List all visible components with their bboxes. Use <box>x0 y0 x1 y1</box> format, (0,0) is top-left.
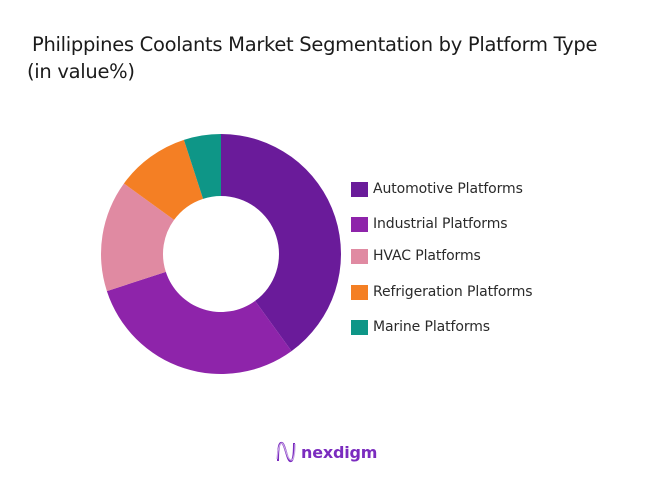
legend-label: HVAC Platforms <box>373 248 481 264</box>
donut-slice-refrigeration-platforms <box>123 139 204 220</box>
donut-slice-automotive-platforms <box>221 134 342 352</box>
legend-item-marine: Marine Platforms <box>351 319 490 335</box>
legend-item-automotive: Automotive Platforms <box>351 181 523 197</box>
chart-title-line-1: Philippines Coolants Market Segmentation… <box>32 33 598 56</box>
legend-item-hvac: HVAC Platforms <box>351 248 481 264</box>
donut-slice-marine-platforms <box>183 134 221 199</box>
legend-swatch <box>351 181 368 197</box>
legend-label: Automotive Platforms <box>373 181 523 197</box>
legend-label: Industrial Platforms <box>373 216 508 232</box>
donut-slice-hvac-platforms <box>101 183 175 292</box>
legend-item-refrigeration: Refrigeration Platforms <box>351 284 533 300</box>
legend-label: Refrigeration Platforms <box>373 284 533 300</box>
nexdigm-wave-n-icon <box>276 441 296 463</box>
donut-slice-industrial-platforms <box>106 271 292 374</box>
legend-swatch <box>351 216 368 232</box>
nexdigm-logo: nexdigm <box>275 440 377 464</box>
donut-slices <box>101 134 342 374</box>
legend-swatch <box>351 284 368 300</box>
legend-item-industrial: Industrial Platforms <box>351 216 508 232</box>
legend-swatch <box>351 319 368 335</box>
legend-label: Marine Platforms <box>373 319 490 335</box>
logo-text: nexdigm <box>301 442 378 462</box>
chart-title: Philippines Coolants Market Segmentation… <box>27 31 647 85</box>
chart-title-line-2: (in value%) <box>27 60 135 83</box>
legend-swatch <box>351 248 368 264</box>
